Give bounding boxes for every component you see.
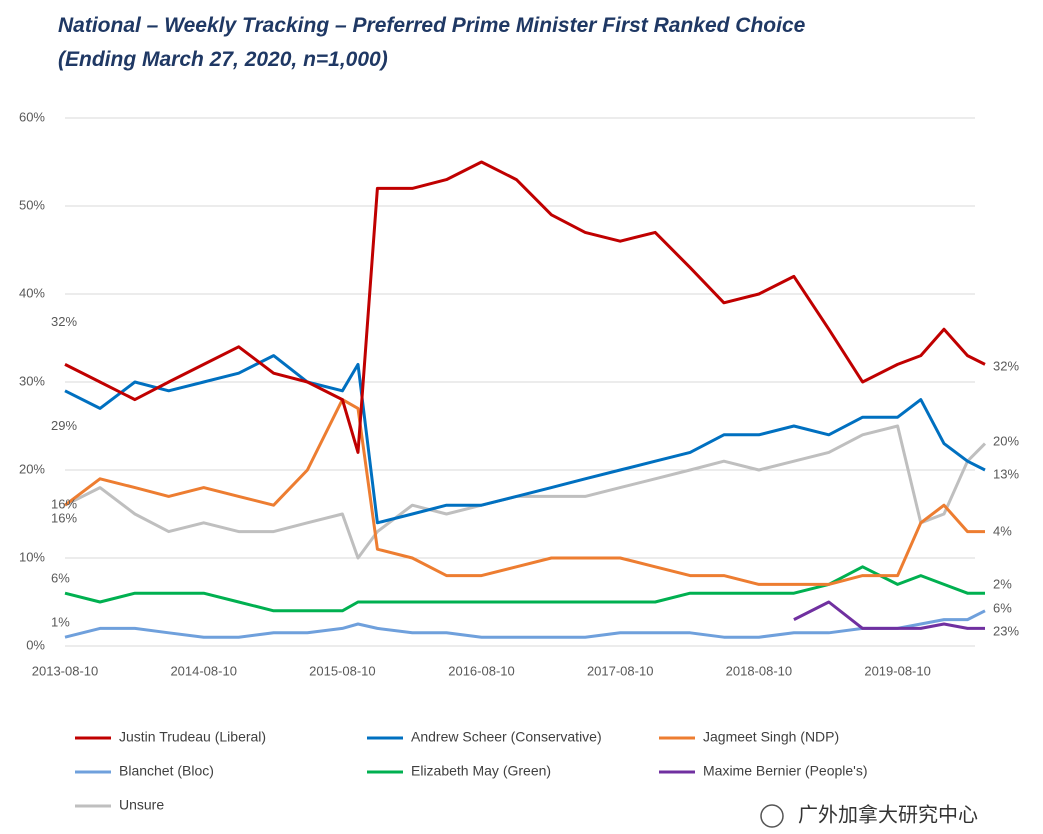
y-tick-label: 10% <box>19 549 45 564</box>
series-line <box>64 398 985 586</box>
watermark-icon <box>760 804 784 828</box>
legend-label: Maxime Bernier (People's) <box>703 763 868 779</box>
x-tick-label: 2013-08-10 <box>32 663 99 678</box>
end-label: 13% <box>993 466 1019 481</box>
x-tick-label: 2017-08-10 <box>587 663 654 678</box>
x-tick-label: 2014-08-10 <box>170 663 237 678</box>
y-tick-label: 20% <box>19 461 45 476</box>
legend-label: Elizabeth May (Green) <box>411 763 551 779</box>
y-tick-label: 60% <box>19 109 45 124</box>
end-label: 32% <box>993 358 1019 373</box>
legend-label: Jagmeet Singh (NDP) <box>703 729 839 745</box>
series-line <box>64 160 986 454</box>
start-label: 6% <box>51 571 70 586</box>
end-label: 4% <box>993 523 1012 538</box>
legend-label: Unsure <box>119 797 164 813</box>
start-label: 29% <box>51 418 77 433</box>
start-label: 1% <box>51 615 70 630</box>
series-line <box>64 565 985 613</box>
y-tick-label: 40% <box>19 285 45 300</box>
chart-subtitle: (Ending March 27, 2020, n=1,000) <box>58 48 388 71</box>
start-label: 16% <box>51 511 77 526</box>
legend-label: Andrew Scheer (Conservative) <box>411 729 602 745</box>
x-tick-label: 2015-08-10 <box>309 663 376 678</box>
legend-label: Blanchet (Bloc) <box>119 763 214 779</box>
end-label: 20% <box>993 433 1019 448</box>
series-line <box>64 354 986 525</box>
x-tick-label: 2016-08-10 <box>448 663 515 678</box>
end-label: 6% <box>993 600 1012 615</box>
watermark: 广外加拿大研究中心 <box>798 802 978 826</box>
end-label: 23% <box>993 623 1019 638</box>
y-tick-label: 0% <box>26 637 45 652</box>
legend-label: Justin Trudeau (Liberal) <box>119 729 266 745</box>
end-label: 2% <box>993 576 1012 591</box>
series-line <box>64 424 987 560</box>
start-label: 32% <box>51 314 77 329</box>
chart-title: National – Weekly Tracking – Preferred P… <box>58 14 806 37</box>
y-tick-label: 30% <box>19 373 45 388</box>
x-tick-label: 2018-08-10 <box>726 663 793 678</box>
x-tick-label: 2019-08-10 <box>864 663 931 678</box>
y-tick-label: 50% <box>19 197 45 212</box>
start-label: 16% <box>51 497 77 512</box>
series-line <box>793 600 985 630</box>
